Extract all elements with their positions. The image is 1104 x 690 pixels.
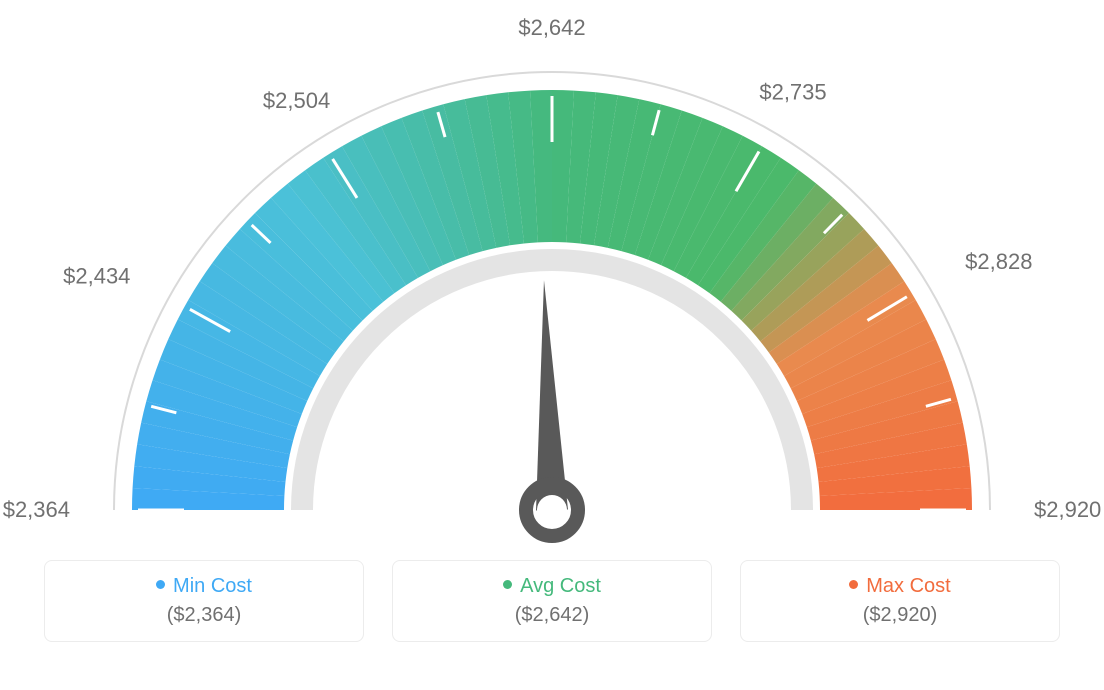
legend-avg-value: ($2,642) — [403, 604, 701, 627]
legend-avg-label: Avg Cost — [520, 575, 601, 597]
legend-max-label: Max Cost — [866, 575, 950, 597]
legend-min-title: Min Cost — [55, 575, 353, 598]
gauge-tick-label: $2,735 — [759, 80, 826, 105]
legend-avg: Avg Cost ($2,642) — [392, 560, 712, 642]
legend-avg-title: Avg Cost — [403, 575, 701, 598]
legend-min-dot — [156, 580, 165, 589]
legend-min: Min Cost ($2,364) — [44, 560, 364, 642]
legend-max: Max Cost ($2,920) — [740, 560, 1060, 642]
legend-min-label: Min Cost — [173, 575, 252, 597]
legend-min-value: ($2,364) — [55, 604, 353, 627]
gauge-tick-label: $2,504 — [263, 88, 330, 113]
gauge-needle — [536, 280, 568, 510]
gauge-tick-label: $2,828 — [965, 249, 1032, 274]
legend-max-value: ($2,920) — [751, 604, 1049, 627]
gauge-tick-label: $2,642 — [518, 15, 585, 40]
legend-avg-dot — [503, 580, 512, 589]
gauge-tick-label: $2,364 — [3, 497, 70, 522]
legend-max-dot — [849, 580, 858, 589]
gauge-svg: $2,364 $2,434 $2,504 $2,642 $2,735 $2,828 $2,9… — [0, 10, 1104, 550]
gauge-tick-label: $2,920 — [1034, 497, 1101, 522]
legend-row: Min Cost ($2,364) Avg Cost ($2,642) Max … — [0, 550, 1104, 642]
gauge-needle-hub-inner — [537, 495, 567, 525]
legend-max-title: Max Cost — [751, 575, 1049, 598]
gauge-tick-label: $2,434 — [63, 263, 130, 288]
gauge-chart: $2,364 $2,434 $2,504 $2,642 $2,735 $2,828 $2,9… — [0, 0, 1104, 550]
